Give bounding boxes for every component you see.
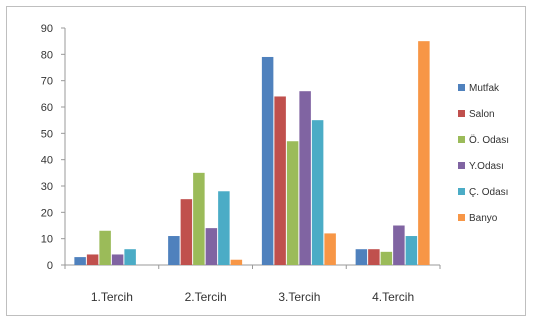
category-label: 3.Tercih bbox=[278, 290, 320, 304]
bar bbox=[355, 249, 368, 265]
bar bbox=[205, 228, 218, 265]
y-tick-label: 60 bbox=[41, 102, 53, 114]
bar bbox=[311, 120, 324, 266]
legend-swatch bbox=[458, 110, 465, 117]
legend-label: Ç. Odası bbox=[469, 187, 508, 198]
bar bbox=[418, 41, 430, 265]
bar bbox=[405, 236, 418, 265]
bar bbox=[299, 91, 311, 265]
y-tick-label: 10 bbox=[41, 234, 53, 246]
bar bbox=[124, 249, 136, 265]
bar bbox=[380, 251, 393, 265]
chart-legend: Mutfak Salon Ö. Odası Y.Odası Ç. Odası Banyo bbox=[458, 83, 509, 224]
legend-label: Salon bbox=[469, 109, 495, 120]
bar bbox=[168, 236, 180, 265]
bar bbox=[86, 254, 99, 265]
bar bbox=[324, 233, 336, 265]
bar bbox=[218, 191, 230, 265]
y-tick-label: 0 bbox=[47, 260, 53, 272]
legend-label: Banyo bbox=[469, 213, 498, 224]
bar bbox=[180, 199, 193, 265]
y-tick-label: 30 bbox=[41, 181, 53, 193]
bar bbox=[74, 257, 86, 265]
category-label: 2.Tercih bbox=[185, 290, 227, 304]
legend-swatch bbox=[458, 188, 465, 195]
legend-label: Mutfak bbox=[469, 83, 500, 94]
y-tick-label: 50 bbox=[41, 128, 53, 140]
legend-swatch bbox=[458, 162, 465, 169]
legend-label: Y.Odası bbox=[469, 161, 504, 172]
bar bbox=[368, 249, 380, 265]
y-tick-label: 90 bbox=[41, 23, 53, 35]
legend-label: Ö. Odası bbox=[469, 134, 509, 146]
bar bbox=[111, 254, 124, 265]
chart-bars bbox=[74, 41, 430, 266]
y-tick-label: 40 bbox=[41, 155, 53, 167]
bar bbox=[261, 56, 274, 265]
legend-swatch bbox=[458, 84, 465, 91]
bar bbox=[230, 259, 243, 265]
legend-swatch bbox=[458, 214, 465, 221]
bar bbox=[99, 230, 111, 265]
y-tick-label: 80 bbox=[41, 49, 53, 61]
category-label: 4.Tercih bbox=[372, 290, 414, 304]
y-tick-label: 20 bbox=[41, 207, 53, 219]
bar bbox=[286, 141, 299, 265]
y-tick-label: 70 bbox=[41, 76, 53, 88]
bar bbox=[393, 225, 405, 265]
legend-swatch bbox=[458, 136, 465, 143]
bar bbox=[193, 172, 205, 265]
category-labels: 1.Tercih 2.Tercih 3.Tercih 4.Tercih bbox=[91, 290, 414, 304]
category-label: 1.Tercih bbox=[91, 290, 133, 304]
bar bbox=[274, 96, 286, 265]
